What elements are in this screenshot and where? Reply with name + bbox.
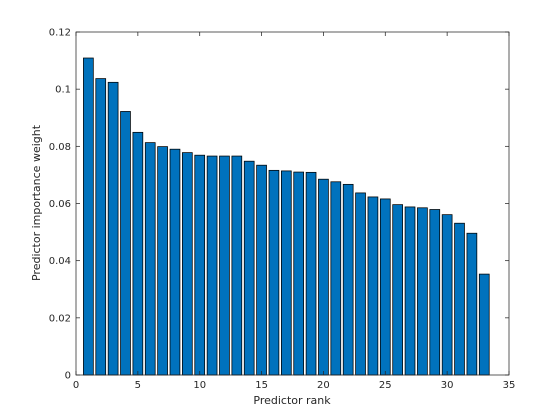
bar-19 bbox=[305, 171, 317, 376]
bar-33 bbox=[478, 273, 490, 376]
y-tick-label: 0.1 bbox=[55, 85, 71, 96]
bar-4 bbox=[120, 111, 131, 376]
bar-11 bbox=[206, 155, 218, 376]
bar-27 bbox=[404, 206, 416, 376]
bar-31 bbox=[454, 222, 465, 376]
bar-32 bbox=[466, 232, 478, 376]
x-tick-label: 10 bbox=[193, 380, 206, 391]
x-tick-label: 30 bbox=[441, 380, 454, 391]
x-tick-label: 5 bbox=[135, 380, 141, 391]
bar-16 bbox=[268, 169, 280, 376]
bar-15 bbox=[256, 164, 267, 376]
y-tick-label: 0.04 bbox=[49, 256, 71, 267]
bar-21 bbox=[330, 181, 342, 376]
y-axis-label: Predictor importance weight bbox=[30, 124, 43, 281]
x-axis-ticks: 0 5 10 15 20 25 30 35 bbox=[73, 32, 516, 391]
bar-9 bbox=[182, 152, 193, 376]
x-tick-label: 25 bbox=[379, 380, 392, 391]
bar-10 bbox=[194, 154, 206, 376]
y-tick-label: 0.06 bbox=[49, 199, 71, 210]
bar-25 bbox=[379, 198, 391, 376]
y-tick-label: 0 bbox=[65, 371, 71, 382]
bar-12 bbox=[219, 155, 230, 376]
bar-14 bbox=[243, 160, 255, 376]
bar-24 bbox=[367, 196, 379, 376]
x-tick-label: 20 bbox=[317, 380, 330, 391]
bar-7 bbox=[157, 146, 168, 376]
bar-18 bbox=[293, 171, 305, 376]
bar-26 bbox=[392, 204, 403, 376]
y-axis-ticks: 0 0.02 0.04 0.06 0.08 0.1 0.12 bbox=[49, 28, 509, 382]
bar-13 bbox=[231, 155, 243, 376]
bar-30 bbox=[441, 214, 453, 376]
x-tick-label: 15 bbox=[255, 380, 268, 391]
x-tick-label: 35 bbox=[503, 380, 516, 391]
bar-5 bbox=[132, 131, 144, 376]
y-tick-label: 0.02 bbox=[49, 313, 71, 324]
y-tick-label: 0.12 bbox=[49, 28, 71, 39]
bar-17 bbox=[280, 170, 292, 376]
x-axis-label: Predictor rank bbox=[253, 394, 331, 407]
bar-1 bbox=[83, 57, 94, 376]
bar-29 bbox=[429, 209, 441, 376]
bar-22 bbox=[342, 183, 354, 376]
bar-6 bbox=[144, 142, 156, 376]
bar-20 bbox=[318, 178, 329, 376]
bar-28 bbox=[417, 207, 428, 376]
y-tick-label: 0.08 bbox=[49, 142, 71, 153]
bar-2 bbox=[95, 78, 107, 376]
bar-3 bbox=[107, 81, 119, 376]
bar-8 bbox=[169, 148, 181, 376]
bar-23 bbox=[355, 192, 366, 376]
x-tick-label: 0 bbox=[73, 380, 79, 391]
